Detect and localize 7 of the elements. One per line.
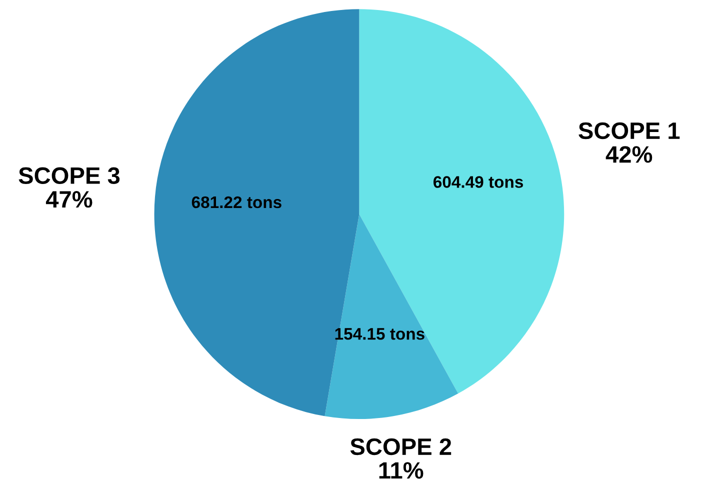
slice-label: SCOPE 3 47%	[18, 167, 120, 208]
slice-label: SCOPE 1 42%	[578, 122, 680, 163]
data-label: 154.15 tons	[335, 328, 424, 340]
data-label: 604.49 tons	[434, 176, 523, 188]
data-label: 681.22 tons	[192, 196, 282, 208]
pie-slice	[324, 214, 458, 420]
slice-label: SCOPE 2 11%	[350, 438, 452, 479]
